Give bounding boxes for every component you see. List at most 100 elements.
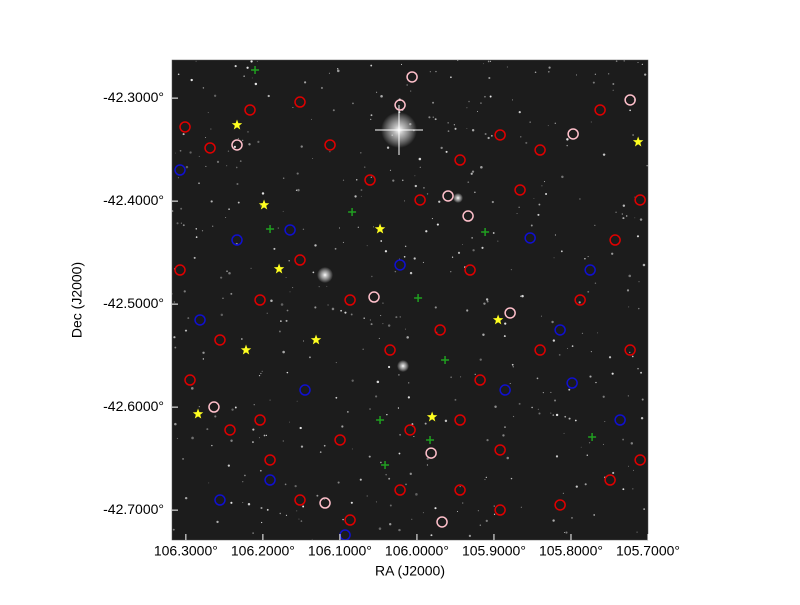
faint-star xyxy=(626,289,630,292)
faint-star xyxy=(267,94,270,98)
faint-star xyxy=(408,382,410,384)
faint-star xyxy=(180,207,183,210)
faint-star xyxy=(644,73,647,76)
circle-marker xyxy=(324,139,336,151)
faint-star xyxy=(484,95,486,98)
faint-star xyxy=(352,102,354,105)
faint-star xyxy=(554,399,557,402)
faint-star xyxy=(270,299,273,302)
plus-marker xyxy=(251,65,260,74)
faint-star xyxy=(398,528,401,532)
circle-marker xyxy=(231,234,243,246)
faint-star xyxy=(380,94,383,98)
faint-star xyxy=(413,257,416,260)
faint-star xyxy=(282,350,285,354)
faint-star xyxy=(550,391,552,393)
plus-marker xyxy=(441,356,450,365)
circle-marker xyxy=(554,324,566,336)
faint-star xyxy=(363,166,366,168)
circle-marker xyxy=(504,307,516,319)
faint-star xyxy=(316,494,319,497)
faint-star xyxy=(419,166,421,168)
circle-marker xyxy=(368,291,380,303)
circle-marker xyxy=(494,129,506,141)
faint-star xyxy=(375,501,377,503)
faint-star xyxy=(468,534,472,538)
faint-star xyxy=(398,452,401,455)
faint-star xyxy=(629,351,631,354)
faint-star xyxy=(243,75,245,77)
faint-star xyxy=(545,192,548,195)
faint-star xyxy=(179,149,182,152)
faint-star xyxy=(385,473,387,476)
faint-star xyxy=(533,198,535,199)
faint-star xyxy=(637,367,639,370)
faint-star xyxy=(173,336,176,339)
faint-star xyxy=(244,474,246,477)
faint-star xyxy=(451,256,454,258)
faint-star xyxy=(208,482,210,484)
circle-marker xyxy=(624,94,636,106)
faint-star xyxy=(284,483,287,486)
faint-star xyxy=(551,320,554,324)
faint-star xyxy=(562,492,564,494)
faint-star xyxy=(380,315,382,317)
faint-star xyxy=(193,256,196,259)
faint-star xyxy=(434,118,437,121)
faint-star xyxy=(220,313,224,317)
faint-star xyxy=(563,432,565,434)
faint-star xyxy=(571,345,574,347)
faint-star xyxy=(388,477,391,480)
faint-star xyxy=(338,227,340,229)
faint-star xyxy=(639,218,643,221)
faint-star xyxy=(529,121,531,123)
markers xyxy=(174,65,646,540)
faint-star xyxy=(536,377,539,380)
faint-star xyxy=(578,301,581,304)
faint-star xyxy=(253,404,255,406)
faint-star xyxy=(489,95,492,98)
faint-star xyxy=(227,150,230,152)
faint-star xyxy=(371,275,373,278)
faint-star xyxy=(612,89,614,91)
faint-star xyxy=(424,422,427,425)
faint-star xyxy=(479,524,482,526)
circle-marker xyxy=(494,444,506,456)
faint-star xyxy=(335,396,338,399)
faint-star xyxy=(487,136,490,140)
faint-star xyxy=(247,503,251,506)
faint-star xyxy=(534,71,537,74)
faint-star xyxy=(228,271,231,275)
faint-star xyxy=(320,86,323,89)
faint-star xyxy=(282,177,285,179)
circle-marker xyxy=(179,121,191,133)
circle-marker xyxy=(434,324,446,336)
faint-star xyxy=(206,428,209,431)
faint-star xyxy=(466,309,469,312)
faint-star xyxy=(602,443,604,445)
faint-star xyxy=(205,165,207,168)
faint-star xyxy=(382,302,384,304)
faint-star xyxy=(555,413,559,417)
faint-star xyxy=(340,309,343,312)
faint-star xyxy=(282,210,284,212)
circle-marker xyxy=(344,514,356,526)
faint-star xyxy=(176,222,179,225)
circle-marker xyxy=(499,384,511,396)
faint-star xyxy=(399,434,401,436)
faint-star xyxy=(640,371,643,374)
faint-star xyxy=(486,300,489,303)
faint-star xyxy=(207,112,209,114)
faint-star xyxy=(634,217,636,219)
faint-star xyxy=(318,286,320,288)
x-tick-label: 105.9000° xyxy=(462,543,526,559)
faint-star xyxy=(520,295,522,297)
faint-star xyxy=(399,316,401,318)
faint-star xyxy=(260,205,262,207)
faint-star xyxy=(632,134,635,136)
faint-star xyxy=(425,230,428,233)
faint-star xyxy=(256,60,258,62)
circle-marker xyxy=(567,128,579,140)
circle-marker xyxy=(174,264,186,276)
